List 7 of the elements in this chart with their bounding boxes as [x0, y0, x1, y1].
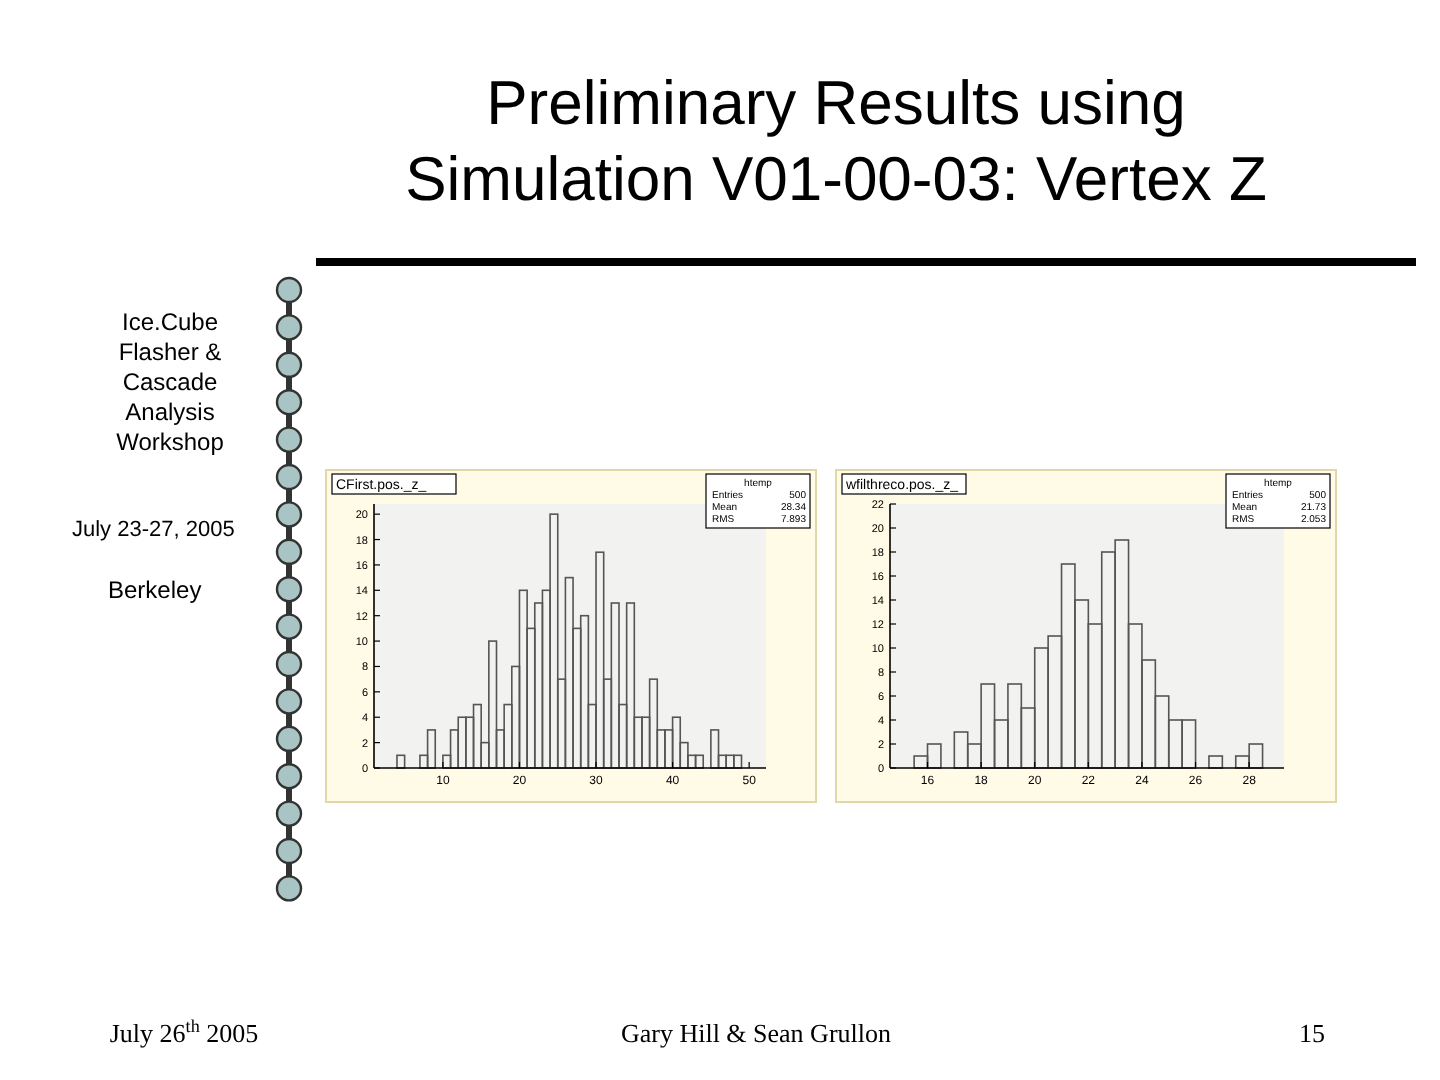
text: July 23-27, 2005: [72, 518, 235, 542]
text: 15: [1299, 1018, 1325, 1048]
text: Ice.Cube Flasher & Cascade Analysis Workshop: [116, 308, 225, 456]
text: Gary Hill & Sean Grullon: [620, 1018, 893, 1048]
text: July 26$^{th}$ 2005: [109, 1016, 259, 1048]
text: Berkeley: [108, 576, 202, 604]
text: Preliminary Results using Simulation V01-00-03: Vertex Z: [405, 68, 1267, 214]
